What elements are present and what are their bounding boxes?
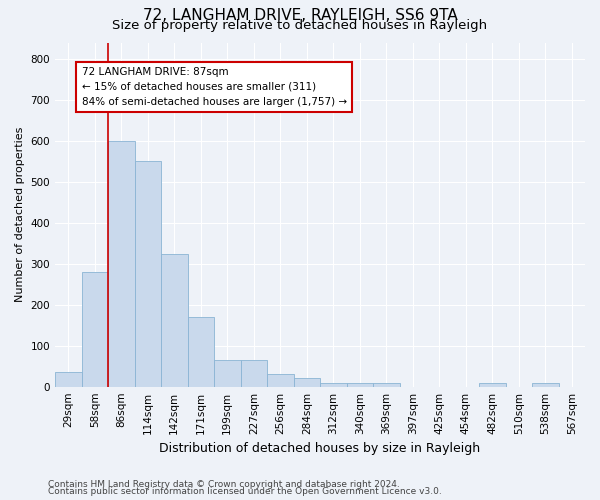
Bar: [347, 384, 373, 386]
X-axis label: Distribution of detached houses by size in Rayleigh: Distribution of detached houses by size …: [160, 442, 481, 455]
Text: Size of property relative to detached houses in Rayleigh: Size of property relative to detached ho…: [112, 19, 488, 32]
Bar: [293, 378, 320, 386]
Bar: [55, 372, 82, 386]
Y-axis label: Number of detached properties: Number of detached properties: [15, 127, 25, 302]
Bar: [267, 374, 293, 386]
Bar: [320, 382, 347, 386]
Bar: [241, 360, 267, 386]
Bar: [161, 254, 188, 386]
Bar: [214, 360, 241, 386]
Text: Contains HM Land Registry data © Crown copyright and database right 2024.: Contains HM Land Registry data © Crown c…: [48, 480, 400, 489]
Bar: [373, 384, 400, 386]
Bar: [134, 162, 161, 386]
Bar: [532, 384, 559, 386]
Text: 72, LANGHAM DRIVE, RAYLEIGH, SS6 9TA: 72, LANGHAM DRIVE, RAYLEIGH, SS6 9TA: [143, 8, 457, 22]
Text: Contains public sector information licensed under the Open Government Licence v3: Contains public sector information licen…: [48, 487, 442, 496]
Bar: [82, 272, 108, 386]
Bar: [188, 317, 214, 386]
Bar: [479, 384, 506, 386]
Bar: [108, 141, 134, 386]
Text: 72 LANGHAM DRIVE: 87sqm
← 15% of detached houses are smaller (311)
84% of semi-d: 72 LANGHAM DRIVE: 87sqm ← 15% of detache…: [82, 67, 347, 106]
